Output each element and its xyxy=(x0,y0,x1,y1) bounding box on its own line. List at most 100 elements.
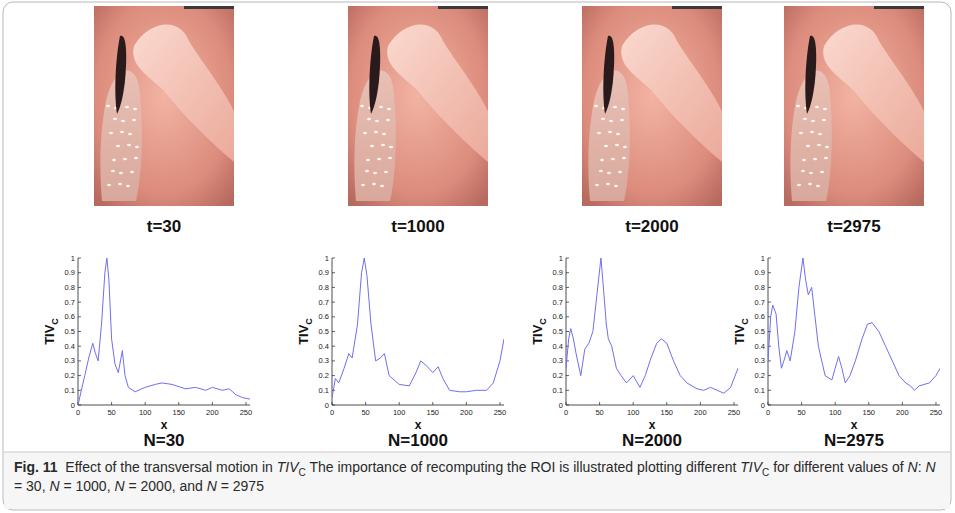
y-tick xyxy=(768,258,771,259)
caption-run: TIV xyxy=(740,459,762,475)
y-tick-label: 0.1 xyxy=(553,386,563,395)
x-tick-label: 150 xyxy=(427,408,440,417)
specular-highlight xyxy=(809,172,813,175)
caption-run: N xyxy=(207,478,217,494)
y-tick-label: 0.6 xyxy=(553,312,563,321)
x-tick-label: 250 xyxy=(240,408,253,417)
endoscopy-frame xyxy=(784,6,929,206)
y-tick xyxy=(332,360,335,361)
y-tick-label: 0.6 xyxy=(319,312,329,321)
figure-canvas: t=30t=1000t=2000t=297500.10.20.30.40.50.… xyxy=(0,0,955,513)
x-tick-label: 250 xyxy=(930,408,943,417)
caption-separator xyxy=(4,452,950,453)
specular-highlight xyxy=(106,105,110,108)
y-tick xyxy=(566,272,569,273)
y-tick xyxy=(768,272,771,273)
x-tick-label: 50 xyxy=(595,408,603,417)
specular-highlight xyxy=(375,120,379,123)
y-axis-title-main: TIV xyxy=(732,324,747,345)
specular-highlight xyxy=(121,120,125,123)
specular-highlight xyxy=(118,183,122,186)
specular-highlight xyxy=(607,172,611,175)
specular-highlight xyxy=(379,106,383,109)
panel-title: N=1000 xyxy=(388,431,448,450)
x-tick xyxy=(733,402,734,405)
x-tick-label: 0 xyxy=(766,408,770,417)
specular-highlight xyxy=(128,133,132,136)
specular-highlight xyxy=(816,185,820,188)
x-tick-label: 200 xyxy=(206,408,219,417)
caption: Fig. 11 Effect of the transversal motion… xyxy=(14,458,940,496)
y-axis-title-sub: C xyxy=(50,318,60,325)
endoscopy-frame xyxy=(94,6,239,206)
specular-highlight xyxy=(367,118,371,121)
plot-area xyxy=(566,258,738,393)
y-tick-label: 0 xyxy=(559,401,563,410)
specular-highlight xyxy=(613,106,617,109)
caption-run: C xyxy=(299,467,306,478)
y-tick xyxy=(768,302,771,303)
y-tick-label: 0 xyxy=(71,401,75,410)
y-tick xyxy=(566,375,569,376)
x-tick-label: 150 xyxy=(173,408,186,417)
y-axis-title-sub: C xyxy=(304,318,314,325)
y-tick xyxy=(566,405,569,406)
specular-highlight xyxy=(594,105,598,108)
photo-content xyxy=(582,6,722,206)
specular-highlight xyxy=(806,145,810,148)
x-tick-label: 100 xyxy=(393,408,406,417)
x-tick-label: 0 xyxy=(76,408,80,417)
y-tick-label: 0.2 xyxy=(553,371,563,380)
glottal-gap xyxy=(805,36,816,114)
y-tick xyxy=(332,302,335,303)
x-axis-title: x xyxy=(161,418,168,432)
caption-run: Effect of the transversal motion in xyxy=(58,459,277,475)
y-tick xyxy=(768,405,771,406)
y-tick xyxy=(78,390,81,391)
x-axis xyxy=(332,405,504,406)
panel-title: N=2000 xyxy=(622,431,682,450)
y-tick-label: 0.9 xyxy=(65,268,75,277)
endoscopy-frame xyxy=(582,6,727,206)
x-tick xyxy=(212,402,213,405)
specular-highlight xyxy=(370,145,374,148)
line-chart: 00.10.20.30.40.50.60.70.80.9105010015020… xyxy=(530,254,740,451)
specular-highlight xyxy=(377,158,381,161)
y-tick-label: 0.8 xyxy=(553,283,563,292)
specular-highlight xyxy=(116,145,120,148)
y-tick xyxy=(566,302,569,303)
x-tick xyxy=(111,402,112,405)
y-tick-label: 0.7 xyxy=(553,298,563,307)
y-tick-label: 0.7 xyxy=(755,298,765,307)
specular-highlight xyxy=(132,119,136,122)
x-tick xyxy=(365,402,366,405)
specular-highlight xyxy=(382,133,386,136)
specular-highlight xyxy=(130,171,134,174)
specular-highlight xyxy=(609,120,613,123)
y-tick-label: 0 xyxy=(761,401,765,410)
y-tick-label: 0.1 xyxy=(755,386,765,395)
y-tick xyxy=(566,258,569,259)
x-axis xyxy=(768,405,940,406)
caption-background xyxy=(4,452,950,509)
specular-highlight xyxy=(365,170,369,173)
specular-highlight xyxy=(127,144,131,147)
caption-run: : xyxy=(918,459,926,475)
specular-highlight xyxy=(120,131,124,134)
caption-run: for different values of xyxy=(769,459,907,475)
y-tick-label: 0.7 xyxy=(65,298,75,307)
y-tick xyxy=(768,375,771,376)
y-tick xyxy=(78,375,81,376)
y-tick-label: 0.8 xyxy=(65,283,75,292)
y-tick xyxy=(332,405,335,406)
y-tick-label: 0.8 xyxy=(319,283,329,292)
frame-label: t=1000 xyxy=(391,217,444,236)
tiv-curve xyxy=(332,258,504,398)
specular-highlight xyxy=(126,185,130,188)
specular-highlight xyxy=(107,184,111,187)
y-tick-label: 0.3 xyxy=(319,356,329,365)
caption-run: = 2000, and xyxy=(125,478,207,494)
specular-highlight xyxy=(825,146,829,149)
frame-bar xyxy=(184,6,234,9)
specular-highlight xyxy=(611,158,615,161)
